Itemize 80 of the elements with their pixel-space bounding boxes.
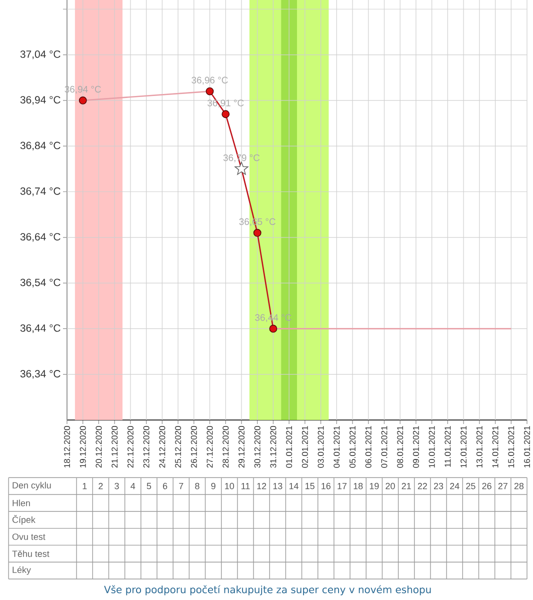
x-tick-label: 07.01.2021 [381, 426, 388, 468]
x-tick-label: 14.01.2021 [492, 426, 498, 468]
x-tick-label: 30.12.2020 [254, 426, 260, 468]
x-tick-label: 29.12.2020 [238, 426, 244, 468]
x-tick-label: 21.12.2020 [112, 426, 118, 468]
y-tick-label: 36,34 °C [20, 370, 60, 379]
x-tick-label: 26 [482, 482, 492, 490]
y-tick-label: 36,54 °C [20, 278, 60, 288]
x-tick-label: 22.12.2020 [127, 426, 134, 468]
x-tick-label: 6 [163, 482, 168, 490]
x-tick-label: 12 [257, 482, 266, 490]
x-tick-label: 16 [322, 482, 331, 490]
y-tick-label: Ovu test [12, 534, 46, 540]
x-tick-label: 20.12.2020 [96, 426, 102, 468]
x-tick-label: 14 [289, 482, 298, 490]
x-tick-label: 11.01.2021 [444, 426, 451, 467]
x-tick-label: 15 [306, 482, 314, 490]
x-tick-label: 03.01.2021 [318, 426, 324, 468]
y-tick-label: 36,64 °C [20, 233, 60, 242]
x-tick-label: 13.01.2021 [476, 426, 482, 468]
x-tick-label: 25 [466, 482, 476, 490]
x-tick-label: 23.12.2020 [143, 426, 150, 468]
x-tick-label: 21 [402, 482, 411, 490]
x-tick-label: 31.12.2020 [270, 426, 276, 468]
text: Vše pro podporu početí nakupujte za super ceny v novém eshopu [104, 585, 431, 596]
x-tick-label: 09.01.2021 [412, 426, 419, 468]
x-tick-label: 8 [195, 482, 200, 490]
point [234, 162, 248, 175]
x-axis-title: Den cyklu [12, 482, 51, 490]
x-tick-label: 27.12.2020 [206, 426, 213, 468]
x-tick-label: 11 [242, 482, 250, 490]
x-tick-label: 05.01.2021 [350, 426, 356, 468]
x-tick-label: 28 [514, 482, 524, 490]
x-tick-label: 19 [370, 482, 379, 490]
x-tick-label: 3 [114, 482, 119, 490]
point [206, 87, 214, 96]
x-tick-label: 1 [82, 482, 87, 490]
x-tick-label: 27 [498, 482, 508, 490]
x-tick-label: 26.12.2020 [190, 426, 197, 468]
point [222, 110, 230, 118]
x-tick-label: 16.01.2021 [524, 426, 530, 468]
x-tick-label: 23 [434, 482, 444, 490]
x-tick-label: 01.01.2021 [286, 426, 292, 468]
x-tick-label: 7 [179, 482, 184, 490]
y-tick-label: 36,84 °C [20, 142, 60, 150]
point [253, 228, 262, 237]
y-tick-label: Těhu test [12, 550, 50, 557]
y-tick-label: Hlen [12, 500, 30, 506]
x-tick-label: 25.12.2020 [175, 426, 182, 468]
x-tick-label: 02.01.2021 [302, 426, 308, 468]
x-tick-label: 24 [450, 482, 460, 490]
x-tick-label: 04.01.2021 [334, 426, 340, 468]
x-tick-label: 24.12.2020 [159, 426, 166, 468]
x-tick-label: 06.01.2021 [365, 426, 372, 468]
y-tick-label: 37,04 °C [20, 50, 60, 60]
y-tick-label: 36,44 °C [20, 324, 60, 334]
x-tick-label: 18.12.2020 [64, 426, 70, 468]
point [78, 96, 87, 104]
y-tick-label: 36,74 °C [20, 187, 60, 196]
x-tick-label: 08.01.2021 [397, 426, 404, 468]
y-tick-label: Čípek [12, 514, 36, 525]
x-tick-label: 2 [98, 482, 103, 490]
x-tick-label: 9 [211, 482, 216, 490]
point [269, 324, 278, 333]
y-tick-label: Léky [12, 566, 31, 575]
x-tick-label: 20 [386, 482, 395, 490]
x-tick-label: 10.01.2021 [428, 426, 435, 468]
x-tick-label: 4 [130, 482, 136, 490]
x-tick-label: 13 [273, 482, 282, 490]
x-tick-label: 19.12.2020 [80, 426, 86, 468]
x-tick-label: 15.01.2021 [508, 426, 514, 468]
y-tick-label: 36,94 °C [20, 96, 60, 105]
x-tick-label: 10 [225, 482, 234, 490]
x-tick-label: 17 [338, 482, 347, 490]
x-tick-label: 28.12.2020 [222, 426, 229, 468]
data-label: 36,96 °C [192, 76, 228, 85]
x-tick-label: 18 [354, 482, 363, 490]
x-tick-label: 12.01.2021 [460, 426, 467, 468]
x-tick-label: 5 [146, 482, 152, 490]
x-tick-label: 22 [418, 482, 427, 490]
